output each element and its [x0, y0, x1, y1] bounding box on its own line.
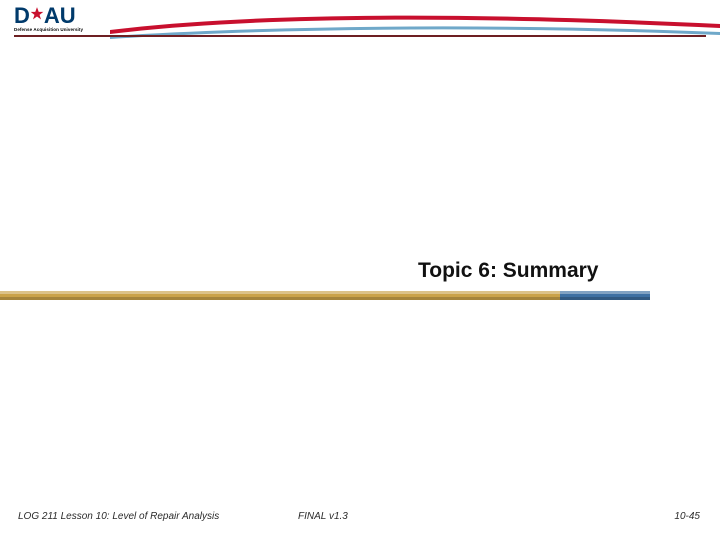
footer-page: 10-45 [674, 511, 700, 522]
logo-letter-u: U [60, 6, 76, 26]
logo-letters: D A U [14, 6, 104, 26]
header-rule [14, 35, 706, 37]
slide-header: D A U Defense Acquisition University [0, 0, 720, 44]
logo-letter-d: D [14, 6, 30, 26]
title-bar-gold-shadow [0, 297, 560, 300]
title-bar-gold-highlight [0, 291, 560, 294]
topic-title: Topic 6: Summary [0, 259, 720, 289]
swoosh-blue [110, 26, 720, 39]
star-icon [30, 6, 44, 26]
footer-version: FINAL v1.3 [298, 511, 348, 522]
swoosh-red [110, 16, 720, 34]
footer-lesson: LOG 211 Lesson 10: Level of Repair Analy… [18, 511, 219, 522]
title-bar-blue-highlight [560, 291, 650, 294]
logo-letter-a: A [44, 6, 60, 26]
title-underbar [0, 291, 720, 305]
dau-logo: D A U Defense Acquisition University [14, 6, 104, 32]
header-swoosh [0, 10, 720, 50]
logo-subline: Defense Acquisition University [14, 27, 104, 32]
title-bar-blue-shadow [560, 297, 650, 300]
title-block: Topic 6: Summary [0, 259, 720, 289]
slide-root: D A U Defense Acquisition University Top… [0, 0, 720, 540]
slide-footer: LOG 211 Lesson 10: Level of Repair Analy… [0, 506, 720, 522]
star-shape [29, 6, 44, 21]
